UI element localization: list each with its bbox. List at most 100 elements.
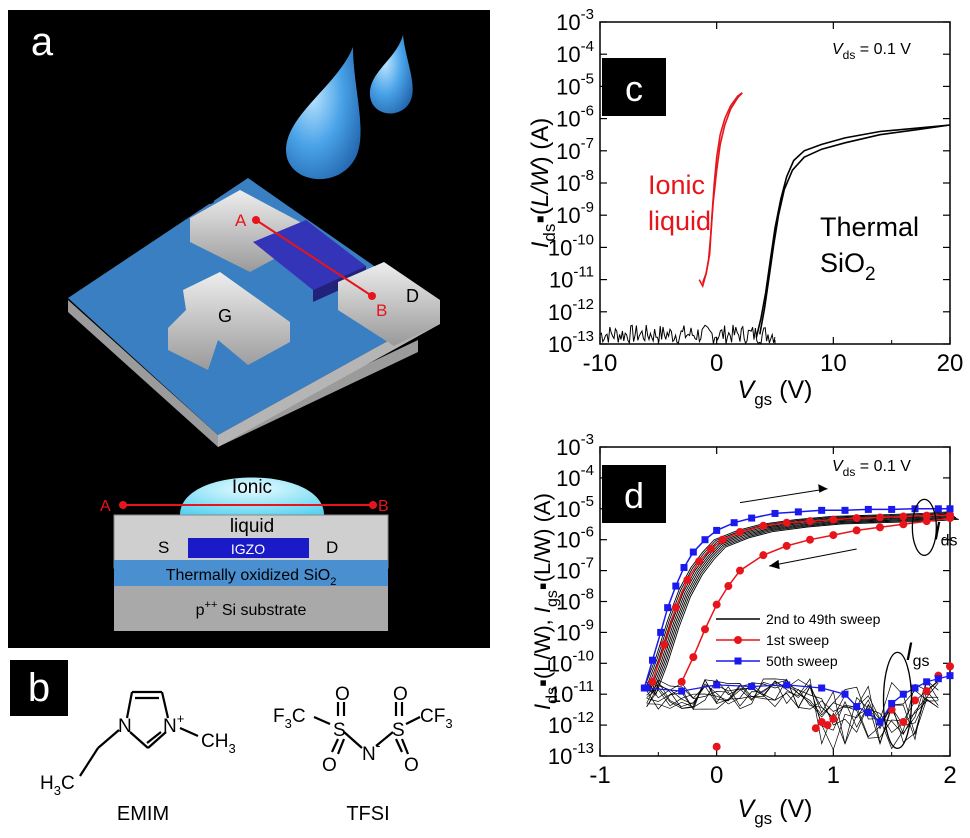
d-blue-marker [672, 582, 680, 590]
cs-drain: D [326, 538, 338, 557]
d-red-marker [876, 513, 884, 522]
d-blue-igs-marker [923, 678, 931, 686]
d-red-marker [899, 520, 908, 529]
d-blue-marker [841, 506, 849, 514]
c-ytick-label: 10-12 [548, 296, 594, 325]
d-blue-marker [657, 628, 665, 636]
point-a-label: A [235, 211, 247, 230]
d-ytick-label: 10-5 [556, 493, 594, 522]
d-blue-igs-marker [748, 682, 756, 690]
c-ytick-label: 10-7 [556, 135, 594, 164]
emim-h3c: H3C [40, 773, 75, 798]
c-ytick-label: 10-8 [556, 167, 594, 196]
d-red-marker [782, 541, 791, 550]
d-red-igs-marker [811, 724, 820, 733]
d-xtick-label: 0 [710, 762, 723, 789]
c-thermal-label-2: SiO2 [820, 248, 876, 285]
tfsi-n: N- [362, 737, 381, 765]
d-forward-arrow [739, 488, 828, 504]
d-sweep-igs-8 [646, 680, 939, 750]
c-xlabel: Vgs (V) [738, 376, 813, 409]
d-red-igs-marker [922, 687, 931, 696]
d-legend-marker-2 [734, 657, 742, 665]
c-xtick-label: 10 [820, 350, 847, 377]
d-xlabel: Vgs (V) [738, 795, 813, 828]
drain-pad [338, 262, 440, 346]
d-blue-marker [748, 514, 756, 522]
d-vds-annotation: Vds = 0.1 V [832, 458, 911, 479]
d-red-igs-marker [829, 714, 838, 723]
d-ytick-label: 10-3 [556, 431, 594, 460]
d-red-marker [724, 582, 733, 591]
source-label: S [203, 188, 215, 208]
d-red-marker [782, 518, 791, 527]
d-red-marker [736, 527, 744, 536]
d-blue-marker [664, 604, 672, 612]
d-ytick-label: 10-10 [548, 647, 594, 676]
d-blue-igs-marker [841, 690, 849, 698]
d-blue-igs-marker [911, 684, 919, 692]
d-blue-igs-marker [934, 675, 942, 683]
droplet-large [286, 47, 361, 180]
d-xtick-label: -1 [589, 762, 610, 789]
d-blue-marker [730, 519, 738, 527]
d-legend-label-0: 2nd to 49th sweep [766, 611, 881, 627]
d-ytick-label: 10-8 [556, 586, 594, 615]
d-red-marker [677, 677, 686, 686]
d-sweep-ids-4 [649, 515, 954, 692]
c-thermal-noise [599, 324, 776, 345]
d-blue-marker [946, 505, 954, 513]
d-blue-igs-marker [864, 709, 872, 717]
c-ytick-label: 10-13 [548, 328, 594, 357]
emim-ch3: CH3 [201, 731, 236, 756]
chart-c: 10-310-410-510-610-710-810-910-1010-1110… [527, 6, 964, 409]
d-sweep-ids-8 [655, 518, 959, 696]
d-ids-ellipse [911, 498, 937, 556]
c-ytick-label: 10-10 [548, 231, 594, 260]
d-sweep-igs-9 [646, 679, 939, 739]
d-red-marker [806, 517, 814, 526]
d-blue-marker [934, 505, 942, 513]
d-red-marker [736, 566, 744, 575]
d-red-igs-marker [911, 696, 919, 705]
tfsi-s2: S [392, 720, 405, 741]
d-red-marker [876, 523, 884, 532]
d-xtick-label: 1 [827, 762, 840, 789]
d-red-igs-marker [712, 742, 721, 751]
d-ytick-label: 10-12 [548, 709, 594, 738]
d-red-marker [759, 551, 768, 560]
d-red-marker [922, 517, 931, 526]
d-reverse-arrowhead [769, 559, 780, 570]
d-blue-marker [713, 526, 721, 534]
d-sweep-ids-7 [653, 517, 958, 695]
d-reverse-arrow [769, 548, 857, 567]
oxide-layer [114, 560, 388, 586]
d-red-marker [946, 514, 954, 523]
d-red-marker [852, 514, 861, 523]
c-ytick-label: 10-5 [556, 70, 594, 99]
c-xtick-label: 20 [937, 350, 964, 377]
d-red-igs-marker [823, 721, 832, 730]
emim-structure [79, 690, 199, 777]
tfsi-f3c: F3C [273, 706, 306, 731]
molecule-structures: N N+ CH3 H3C EMIM F3C S N- S O O O O CF3… [40, 684, 453, 825]
d-red-marker [706, 544, 715, 553]
c-series-0-forward [698, 92, 743, 289]
d-blue-marker [794, 508, 802, 516]
c-ytick-label: 10-4 [556, 38, 594, 67]
d-blue-igs-marker [853, 703, 861, 711]
c-ionic-label-1: Ionic [648, 170, 705, 200]
cs-liquid-1: Ionic [232, 477, 272, 498]
device-schematic: S A B D G A B Ionic liquid S D IGZO Ther… [68, 35, 440, 631]
d-red-igs-marker [946, 662, 954, 671]
d-ytick-label: 10-11 [549, 678, 594, 707]
d-igs-ellipse [882, 651, 913, 750]
d-red-marker [922, 511, 931, 520]
d-ytick-label: 10-7 [556, 555, 594, 584]
c-panel-label-bg [602, 58, 666, 116]
d-red-marker [683, 575, 692, 584]
d-red-marker [689, 653, 698, 662]
d-legend-label-2: 50th sweep [766, 653, 838, 669]
tfsi-s1: S [333, 720, 346, 741]
d-blue-igs-marker [643, 684, 651, 692]
